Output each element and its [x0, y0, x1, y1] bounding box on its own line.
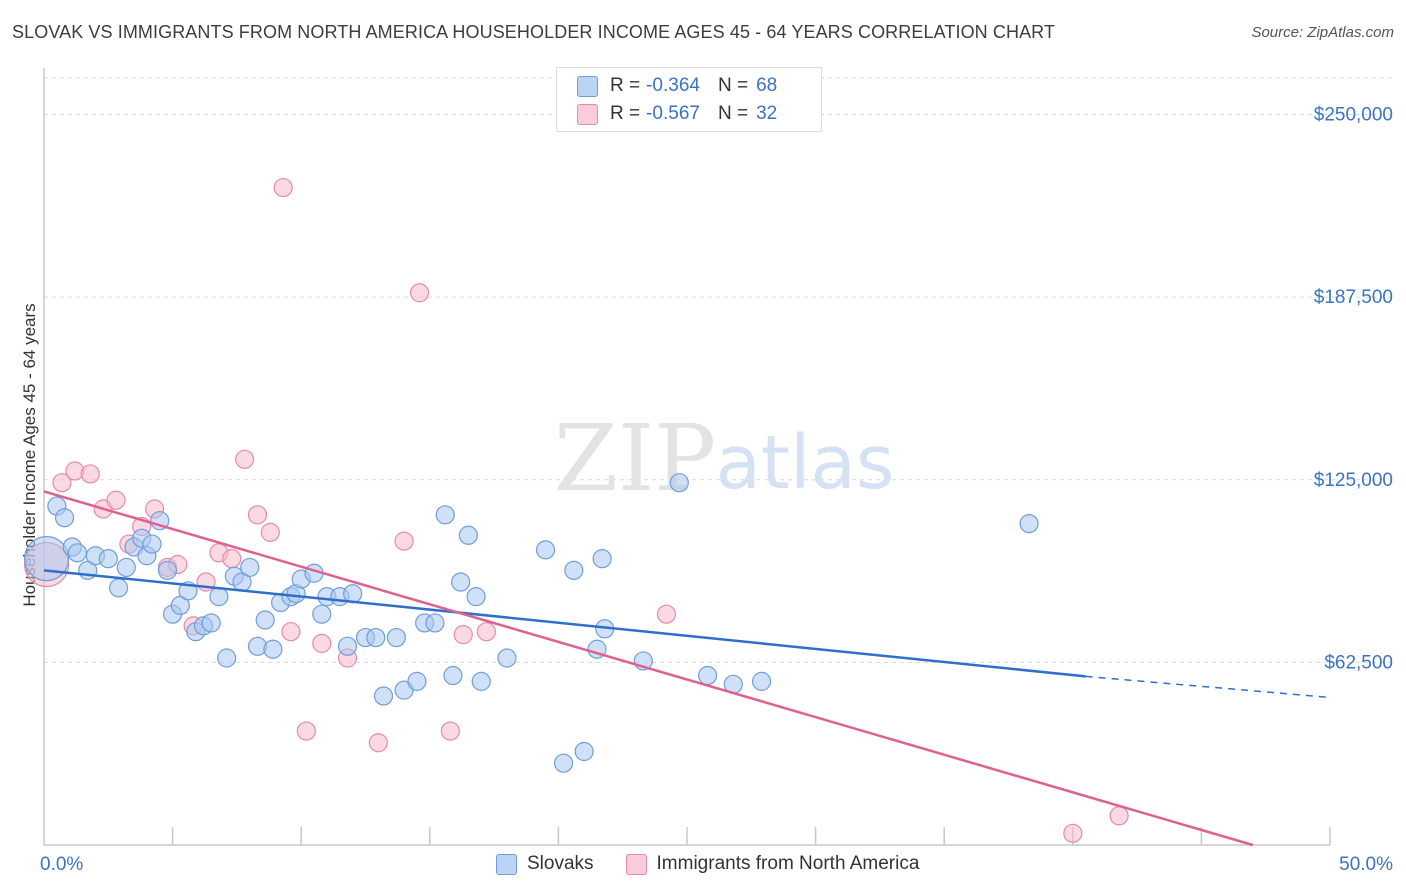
watermark: ZIP atlas: [554, 405, 895, 512]
legend-r-value: -0.567: [646, 103, 700, 124]
x-tick-label: 0.0%: [40, 854, 83, 875]
legend-row-immigrants: R = -0.567 N = 32: [577, 102, 777, 126]
slovaks-point: [67, 543, 88, 563]
legend-n-label: N =: [717, 103, 749, 124]
slovaks-point: [435, 505, 455, 525]
watermark-zip: ZIP: [554, 405, 716, 512]
slovaks-point: [471, 671, 491, 691]
immigrants-point: [656, 604, 677, 624]
slovaks-point: [201, 613, 221, 633]
slovaks-point: [217, 648, 237, 668]
immigrants-point: [409, 283, 430, 303]
y-tick-label: $125,000: [1314, 470, 1393, 491]
y-tick-label: $250,000: [1314, 105, 1393, 126]
slovaks-point: [116, 557, 136, 578]
slovaks-point: [255, 610, 275, 630]
slovaks-point: [157, 560, 178, 580]
slovaks-point: [209, 587, 229, 607]
series-legend: Slovaks Immigrants from North America: [496, 853, 951, 875]
slovaks-point: [263, 639, 283, 659]
slovaks-point: [535, 540, 556, 560]
immigrants-point: [281, 622, 301, 642]
axes: [43, 68, 1331, 846]
trend-lines: [43, 490, 1331, 847]
legend-swatch-slovaks: [496, 853, 517, 875]
slovaks-point: [553, 753, 574, 773]
legend-row-slovaks: R = -0.364 N = 68: [577, 74, 777, 98]
slovaks-point: [497, 648, 517, 668]
y-tick-labels: $62,500 $125,000 $187,500 $250,000: [1314, 105, 1393, 674]
series-slovaks-points: [23, 473, 1039, 773]
legend-item-immigrants: Immigrants from North America: [625, 853, 920, 875]
immigrants-point: [1109, 806, 1129, 826]
immigrants-trend-line: [43, 490, 1254, 847]
legend-r-label: R =: [610, 75, 641, 96]
y-tick-label: $187,500: [1314, 287, 1393, 308]
immigrants-point: [247, 505, 268, 525]
chart-title: SLOVAK VS IMMIGRANTS FROM NORTH AMERICA …: [12, 22, 1056, 42]
slovaks-point: [54, 508, 75, 528]
immigrants-point: [1063, 823, 1083, 843]
legend-swatch-immigrants: [577, 103, 598, 125]
legend-label-slovaks: Slovaks: [527, 853, 594, 874]
slovaks-point: [312, 604, 332, 624]
slovaks-point: [23, 536, 70, 582]
immigrants-point: [368, 733, 388, 753]
immigrants-point: [52, 473, 72, 493]
slovaks-point: [373, 686, 394, 706]
slovaks-point: [751, 671, 772, 691]
immigrants-point: [222, 549, 242, 569]
legend-n-value: 32: [756, 103, 778, 124]
immigrants-point: [312, 633, 332, 653]
immigrants-point: [260, 522, 280, 542]
immigrants-point: [80, 464, 100, 484]
immigrants-point: [476, 622, 496, 642]
legend-label-immigrants: Immigrants from North America: [656, 853, 920, 874]
x-tick-labels: 0.0% 50.0%: [40, 854, 1393, 875]
y-tick-label: $62,500: [1324, 652, 1393, 673]
legend-item-slovaks: Slovaks: [496, 853, 594, 875]
immigrants-point: [440, 721, 460, 741]
slovaks-point: [386, 627, 406, 648]
legend-r-label: R =: [610, 103, 641, 124]
legend-swatch-slovaks: [577, 75, 598, 97]
slovaks-point: [407, 671, 427, 691]
legend-n-value: 68: [756, 75, 778, 96]
legend-r-value: -0.364: [646, 75, 700, 96]
slovaks-point: [1019, 513, 1039, 534]
source-label: Source: ZipAtlas.com: [1251, 24, 1394, 41]
immigrants-point: [394, 531, 414, 551]
slovaks-point: [443, 665, 463, 686]
x-tick-label: 50.0%: [1339, 854, 1393, 875]
immigrants-point: [106, 490, 126, 510]
immigrants-point: [453, 625, 473, 645]
slovaks-point: [697, 665, 718, 686]
slovaks-point: [466, 587, 486, 607]
immigrants-point: [235, 449, 255, 469]
slovaks-point: [458, 525, 478, 545]
correlation-legend: R = -0.364 N = 68 R = -0.567 N = 32: [556, 67, 822, 132]
immigrants-point: [296, 721, 316, 741]
slovaks-point: [451, 572, 471, 592]
slovaks-point: [564, 560, 584, 580]
immigrants-point: [273, 177, 293, 198]
slovaks-point: [108, 578, 129, 598]
slovaks-trend-extension: [1085, 675, 1331, 699]
slovaks-point: [240, 557, 260, 578]
slovaks-point: [574, 741, 594, 762]
slovaks-point: [98, 549, 118, 569]
legend-swatch-immigrants: [625, 853, 647, 875]
slovaks-point: [592, 549, 612, 569]
slovaks-point: [366, 627, 386, 648]
slovaks-point: [337, 636, 358, 656]
slovaks-point: [669, 473, 689, 493]
slovaks-point: [425, 613, 445, 633]
legend-n-label: N =: [717, 75, 749, 96]
slovaks-trend-line: [43, 569, 1086, 678]
watermark-atlas: atlas: [716, 420, 895, 506]
slovaks-point: [142, 534, 162, 554]
